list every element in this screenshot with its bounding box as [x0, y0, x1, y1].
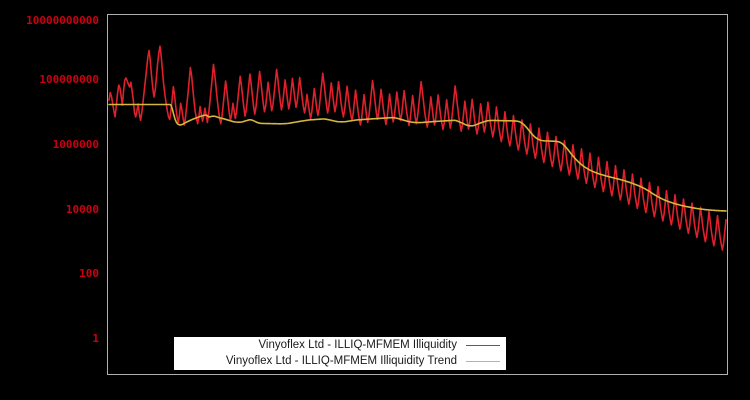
ytick-label-100: 100 — [79, 267, 99, 280]
legend-box: Vinyoflex Ltd - ILLIQ-MFMEM Illiquidity … — [174, 337, 506, 370]
series-line-illiquidity-trend — [108, 103, 727, 212]
ytick-label-1: 1 — [92, 332, 99, 345]
plot-area-frame — [107, 14, 728, 375]
legend-entry-illiquidity-trend: Vinyoflex Ltd - ILLIQ-MFMEM Illiquidity … — [174, 353, 506, 369]
ytick-label-10000000000: 10000000000 — [26, 14, 99, 27]
legend-swatch-illiquidity — [466, 344, 500, 346]
legend-label-illiquidity: Vinyoflex Ltd - ILLIQ-MFMEM Illiquidity — [258, 339, 457, 351]
ytick-label-1000000: 1000000 — [52, 138, 99, 151]
ytick-label-10000: 10000 — [65, 203, 99, 216]
legend-entry-illiquidity: Vinyoflex Ltd - ILLIQ-MFMEM Illiquidity — [174, 337, 506, 353]
chart-canvas — [108, 45, 727, 251]
legend-swatch-illiquidity-trend — [466, 360, 500, 362]
series-group — [108, 45, 727, 251]
legend-label-illiquidity-trend: Vinyoflex Ltd - ILLIQ-MFMEM Illiquidity … — [225, 355, 457, 367]
series-line-illiquidity — [108, 45, 727, 251]
ytick-label-100000000: 100000000 — [39, 73, 99, 86]
